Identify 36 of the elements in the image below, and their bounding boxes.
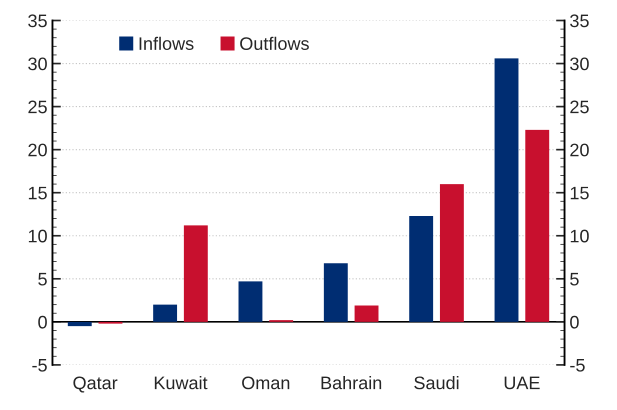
bar [354,305,378,322]
y-tick-label: 0 [38,316,47,329]
legend-label: Inflows [140,36,194,50]
bar [184,225,208,322]
bar [440,184,464,322]
bar [68,322,92,326]
y-tick-label: 35 [28,14,47,28]
y2-tick-label: 0 [570,316,579,329]
legend-label: Outflows [240,36,309,50]
y-tick-label: 25 [28,100,47,114]
y2-tick-label: 15 [570,186,589,200]
bar [153,304,178,322]
y2-tick-label: 25 [570,100,589,114]
y2-tick-label: 35 [570,14,589,28]
y-tick-label: -5 [32,359,47,372]
x-tick-label: Saudi [414,376,458,390]
x-tick-label: Kuwait [154,376,208,390]
x-tick-label: Oman [242,376,290,390]
y-tick-label: 5 [38,272,47,286]
y-tick-label: 20 [28,144,47,156]
y2-tick-label: 10 [570,230,589,242]
bar [324,263,348,322]
bar [494,58,518,322]
y-tick-label: 10 [28,230,47,242]
y2-tick-label: 30 [570,57,589,70]
y2-tick-label: 5 [570,272,579,286]
x-tick-label: Qatar [73,376,118,393]
bar [409,216,434,322]
x-tick-label: UAE [504,376,540,390]
x-tick-label: Bahrain [322,376,382,390]
y2-tick-label: -5 [570,359,585,372]
y-tick-label: 30 [28,57,47,70]
y2-tick-label: 20 [570,144,589,156]
y-tick-label: 15 [28,186,47,200]
bar [238,281,262,322]
bar [525,130,550,322]
